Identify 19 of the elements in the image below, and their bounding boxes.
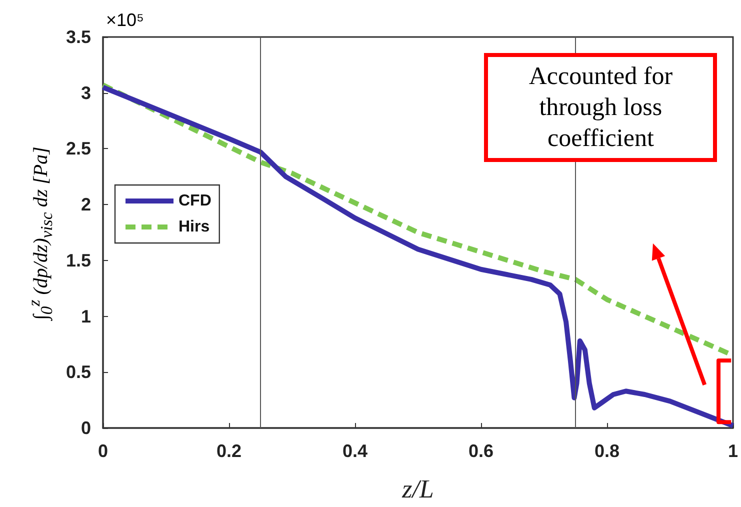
- x-tick-label: 1: [728, 441, 738, 461]
- y-tick-label: 0.5: [66, 362, 91, 382]
- x-axis-title: z/L: [401, 474, 434, 504]
- legend-label: Hirs: [178, 218, 210, 236]
- y-tick-label: 2: [80, 194, 91, 215]
- x-tick-label: 0.4: [342, 441, 368, 461]
- x-tick-label: 0.8: [594, 441, 620, 461]
- x-tick-label: 0.2: [216, 441, 242, 461]
- y-tick-label: 2.5: [66, 138, 91, 159]
- callout-box: Accounted for through loss coefficient: [484, 52, 718, 162]
- y-tick-label: 3: [80, 82, 91, 103]
- x-tick-label: 0: [98, 441, 108, 461]
- y-tick-label: 0: [80, 418, 91, 438]
- y-tick-label: 3.5: [66, 27, 91, 47]
- x-tick-label: 0.6: [468, 441, 494, 461]
- legend-label: CFD: [178, 192, 212, 210]
- text: ×10⁵: [106, 10, 144, 31]
- y-tick-label: 1: [80, 306, 91, 326]
- y-tick-label: 1.5: [66, 250, 91, 270]
